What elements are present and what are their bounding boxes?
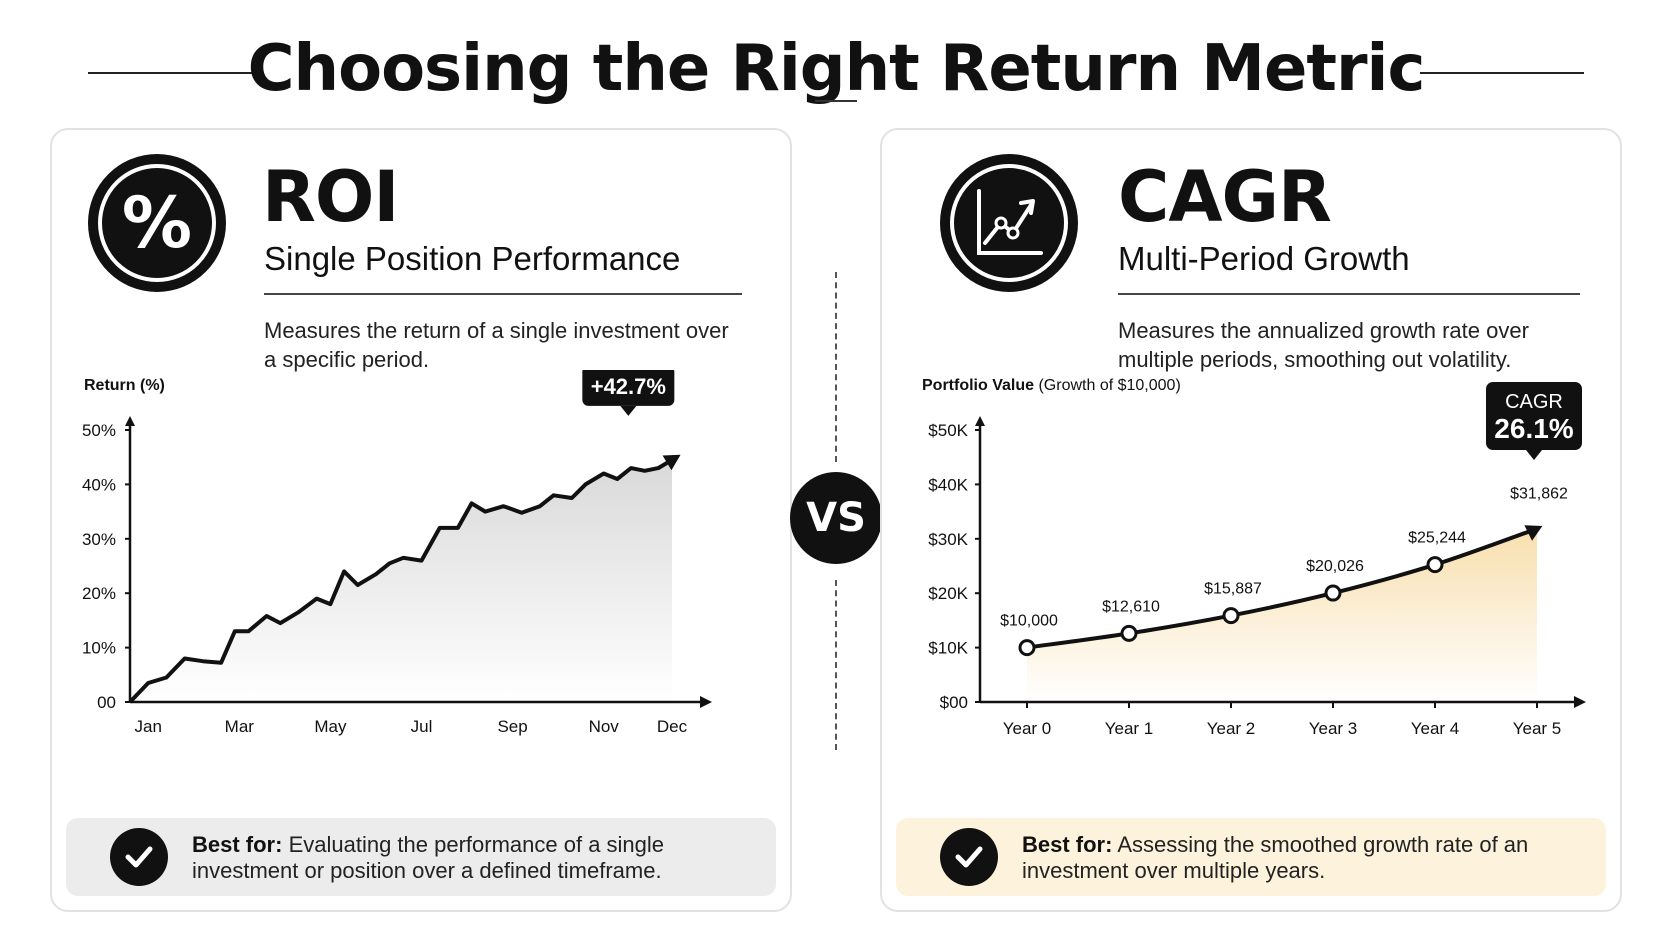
cagr-data-label: $10,000 xyxy=(1000,613,1058,630)
title-rule-left xyxy=(88,72,252,74)
roi-annotation-badge xyxy=(582,370,675,406)
roi-y-tick-label: 30% xyxy=(82,530,116,549)
roi-x-tick-label: Nov xyxy=(589,717,620,736)
cagr-x-tick-label: Year 5 xyxy=(1513,719,1562,738)
percent-icon: % xyxy=(88,154,226,292)
cagr-y-tick-label: $10K xyxy=(928,639,968,658)
roi-description: Measures the return of a single investme… xyxy=(264,318,729,372)
roi-rule xyxy=(264,293,742,295)
cagr-data-point xyxy=(1018,639,1036,657)
roi-x-tick-label: Mar xyxy=(225,717,255,736)
roi-y-tick-label: 50% xyxy=(82,421,116,440)
title-rule-right xyxy=(1420,72,1584,74)
cagr-y-axis-arrow xyxy=(975,416,985,426)
roi-best-for-box: Best for: Evaluating the performance of … xyxy=(66,818,776,896)
cagr-x-tick-label: Year 4 xyxy=(1411,719,1460,738)
roi-x-tick-label: Jan xyxy=(135,717,162,736)
cagr-best-for-box: Best for: Assessing the smoothed growth … xyxy=(896,818,1606,896)
cagr-data-point xyxy=(1222,607,1240,625)
cagr-area-fill xyxy=(1027,528,1537,702)
cagr-x-tick-label: Year 3 xyxy=(1309,719,1358,738)
roi-x-tick-label: Dec xyxy=(657,717,688,736)
check-icon xyxy=(110,828,168,886)
roi-y-tick-label: 00 xyxy=(97,693,116,712)
roi-y-tick-label: 20% xyxy=(82,584,116,603)
roi-best-for-body: Evaluating the performance of a single i… xyxy=(192,832,665,883)
roi-series-line xyxy=(128,458,674,704)
cagr-y-tick-label: $50K xyxy=(928,421,968,440)
roi-area-fill xyxy=(130,459,672,702)
cagr-best-for-body: Assessing the smoothed growth rate of an… xyxy=(1022,832,1529,883)
roi-x-axis-arrow xyxy=(700,696,712,708)
roi-x-tick-label: May xyxy=(314,717,347,736)
vs-badge: VS xyxy=(790,472,882,564)
divider-bottom xyxy=(835,580,837,750)
cagr-annotation-badge xyxy=(1486,382,1582,450)
cagr-panel: CAGR Multi-Period Growth Measures the an… xyxy=(880,128,1622,912)
roi-best-for-text: Best for: Evaluating the performance of … xyxy=(192,832,752,884)
roi-chart: Return (%) 00 10% 20% 30% 40% 50% Jan Mar May Jul S… xyxy=(82,370,712,736)
cagr-annotation-line2: 26.1% xyxy=(1494,413,1573,444)
check-icon xyxy=(940,828,998,886)
cagr-y-tick-label: $00 xyxy=(940,693,968,712)
roi-best-for-label: Best for: xyxy=(192,832,283,857)
cagr-data-label: $12,610 xyxy=(1102,598,1160,615)
cagr-x-tick-label: Year 2 xyxy=(1207,719,1256,738)
cagr-annotation-pointer xyxy=(1526,450,1542,460)
title-tick xyxy=(815,100,857,102)
cagr-subtitle: Multi-Period Growth xyxy=(1118,240,1410,277)
cagr-annotation-line1: CAGR xyxy=(1505,391,1563,413)
roi-y-tick-label: 40% xyxy=(82,475,116,494)
cagr-data-point xyxy=(1120,624,1138,642)
roi-y-tick-label: 10% xyxy=(82,639,116,658)
roi-x-tick-label: Jul xyxy=(411,717,433,736)
cagr-data-label: $25,244 xyxy=(1408,530,1466,547)
roi-y-axis-title: Return (%) xyxy=(84,377,165,394)
divider-top xyxy=(835,272,837,462)
cagr-x-tick-label: Year 1 xyxy=(1105,719,1154,738)
cagr-title: CAGR xyxy=(1118,156,1332,238)
cagr-rule xyxy=(1118,293,1580,295)
cagr-y-tick-label: $20K xyxy=(928,584,968,603)
roi-panel: % ROI Single Position Performance Measur… xyxy=(50,128,792,912)
cagr-y-tick-label: $40K xyxy=(928,475,968,494)
roi-x-tick-label: Sep xyxy=(497,717,527,736)
cagr-y-axis-title: Portfolio Value (Growth of $10,000) xyxy=(922,377,1181,394)
roi-series-arrowhead xyxy=(662,454,681,471)
cagr-x-axis-arrow xyxy=(1574,696,1586,708)
cagr-series-arrowhead xyxy=(1524,525,1543,541)
cagr-data-point xyxy=(1324,584,1342,602)
roi-subtitle: Single Position Performance xyxy=(264,240,681,277)
cagr-y-axis-title-main: Portfolio Value xyxy=(922,377,1038,394)
cagr-description: Measures the annualized growth rate over… xyxy=(1118,318,1529,372)
roi-annotation-label: +42.7% xyxy=(591,374,666,399)
page-title: Choosing the Right Return Metric xyxy=(247,32,1426,106)
cagr-data-label: $20,026 xyxy=(1306,558,1364,575)
cagr-data-label: $15,887 xyxy=(1204,581,1262,598)
cagr-series-line xyxy=(1026,526,1538,650)
cagr-x-tick-label: Year 0 xyxy=(1003,719,1052,738)
roi-annotation-pointer xyxy=(620,405,637,416)
roi-title: ROI xyxy=(262,156,399,238)
cagr-y-tick-label: $30K xyxy=(928,530,968,549)
title-area: Choosing the Right Return Metric xyxy=(0,22,1672,122)
cagr-chart: Portfolio Value (Growth of $10,000) $10,0… xyxy=(922,377,1586,738)
cagr-data-label: $31,862 xyxy=(1510,486,1568,503)
cagr-data-point xyxy=(1426,556,1444,574)
cagr-best-for-text: Best for: Assessing the smoothed growth … xyxy=(1022,832,1582,884)
cagr-y-axis-title-suffix: (Growth of $10,000) xyxy=(1038,377,1180,394)
cagr-best-for-label: Best for: xyxy=(1022,832,1113,857)
roi-y-axis-arrow xyxy=(125,416,135,426)
growth-chart-icon xyxy=(940,154,1078,292)
